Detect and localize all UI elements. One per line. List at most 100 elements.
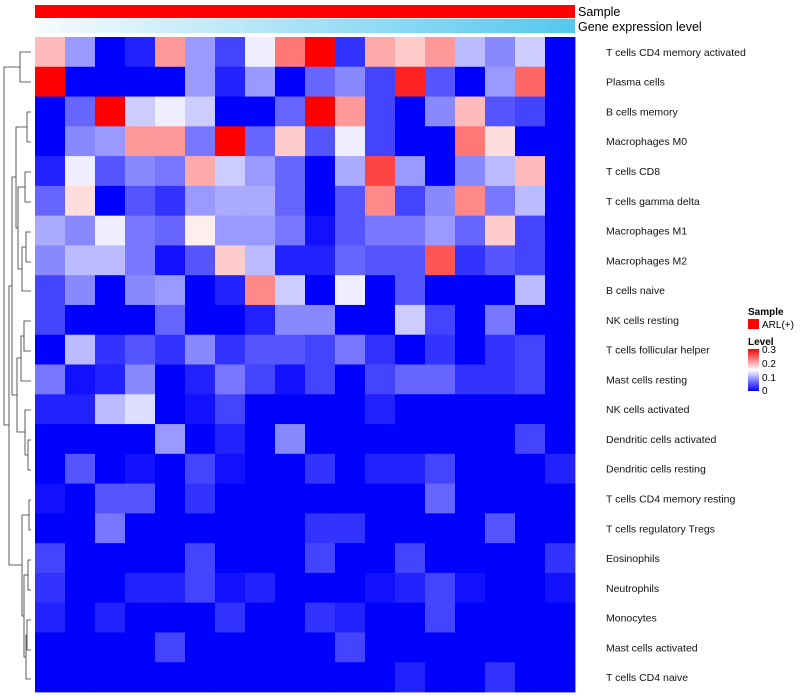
heatmap-cell bbox=[335, 156, 366, 187]
heatmap-cell bbox=[215, 96, 246, 127]
heatmap-cell bbox=[245, 543, 276, 574]
heatmap-cell bbox=[485, 96, 516, 127]
legend-level-title: Level bbox=[748, 337, 774, 348]
sample-annotation-bar bbox=[35, 5, 575, 18]
heatmap-cell bbox=[95, 394, 126, 425]
heatmap-cell bbox=[335, 126, 366, 157]
heatmap-cell bbox=[35, 483, 66, 514]
heatmap-cell bbox=[545, 543, 576, 574]
heatmap-cell bbox=[245, 513, 276, 544]
heatmap-cell bbox=[485, 245, 516, 276]
heatmap-cell bbox=[485, 37, 516, 68]
heatmap-cell bbox=[395, 126, 426, 157]
heatmap-cell bbox=[365, 513, 396, 544]
heatmap-cell bbox=[335, 662, 366, 693]
heatmap-cell bbox=[305, 96, 336, 127]
heatmap-cell bbox=[455, 572, 486, 604]
heatmap-cell bbox=[245, 572, 276, 604]
row-label: Eosinophils bbox=[606, 553, 660, 565]
heatmap-cell bbox=[455, 602, 486, 633]
heatmap-cell bbox=[35, 215, 66, 246]
heatmap-cell bbox=[245, 156, 276, 187]
heatmap-cell bbox=[545, 66, 576, 97]
heatmap-cell bbox=[335, 394, 366, 425]
heatmap-cell bbox=[485, 513, 516, 544]
heatmap-cell bbox=[155, 453, 186, 484]
heatmap-cell bbox=[365, 215, 396, 246]
heatmap-cell bbox=[155, 215, 186, 246]
heatmap-cell bbox=[545, 126, 576, 157]
heatmap-cell bbox=[335, 334, 366, 365]
heatmap-cell bbox=[275, 156, 306, 187]
heatmap-cell bbox=[95, 513, 126, 544]
heatmap-cell bbox=[305, 602, 336, 633]
heatmap-cell bbox=[275, 572, 306, 604]
heatmap-cell bbox=[95, 185, 126, 217]
heatmap-cell bbox=[485, 66, 516, 97]
heatmap-cell bbox=[275, 513, 306, 544]
heatmap-cell bbox=[125, 156, 156, 187]
heatmap-cell bbox=[65, 424, 96, 455]
row-label: B cells naive bbox=[606, 285, 665, 297]
heatmap-cell bbox=[485, 275, 516, 306]
heatmap-cell bbox=[35, 245, 66, 276]
heatmap-cell bbox=[275, 185, 306, 217]
heatmap-cell bbox=[155, 543, 186, 574]
row-label: T cells gamma delta bbox=[606, 196, 700, 208]
heatmap-cell bbox=[35, 66, 66, 97]
heatmap-cell bbox=[545, 37, 576, 68]
heatmap-cell bbox=[185, 513, 216, 544]
heatmap-cell bbox=[125, 185, 156, 217]
heatmap-cell bbox=[515, 513, 546, 544]
heatmap-cell bbox=[425, 453, 456, 484]
heatmap-cell bbox=[395, 275, 426, 306]
heatmap-cell bbox=[245, 66, 276, 97]
heatmap-cell bbox=[485, 453, 516, 484]
heatmap-cell bbox=[335, 275, 366, 306]
heatmap-cell bbox=[335, 572, 366, 604]
heatmap-cell bbox=[155, 126, 186, 157]
heatmap-cell bbox=[395, 96, 426, 127]
heatmap-cell bbox=[155, 483, 186, 514]
legend-level-tick: 0.2 bbox=[762, 359, 776, 370]
heatmap-cell bbox=[455, 632, 486, 663]
heatmap-cell bbox=[155, 602, 186, 633]
heatmap-cell bbox=[215, 185, 246, 217]
heatmap-cell bbox=[395, 572, 426, 604]
heatmap-cell bbox=[545, 602, 576, 633]
heatmap-cell bbox=[125, 543, 156, 574]
heatmap-cell bbox=[425, 364, 456, 395]
heatmap-cell bbox=[305, 483, 336, 514]
row-label: Plasma cells bbox=[606, 77, 665, 89]
heatmap-cell bbox=[65, 364, 96, 395]
heatmap-cell bbox=[95, 662, 126, 693]
heatmap-cell bbox=[545, 215, 576, 246]
heatmap-cell bbox=[365, 37, 396, 68]
heatmap-cell bbox=[155, 572, 186, 604]
row-label: Dendritic cells activated bbox=[606, 434, 716, 446]
heatmap-cell bbox=[455, 37, 486, 68]
row-label: T cells follicular helper bbox=[606, 345, 710, 357]
heatmap-cell bbox=[305, 543, 336, 574]
heatmap-cell bbox=[395, 394, 426, 425]
heatmap-cell bbox=[95, 156, 126, 187]
heatmap-cell bbox=[125, 275, 156, 306]
heatmap-cell bbox=[155, 513, 186, 544]
heatmap-cell bbox=[395, 453, 426, 484]
heatmap-cell bbox=[215, 364, 246, 395]
heatmap-cell bbox=[365, 185, 396, 217]
heatmap-cell bbox=[455, 245, 486, 276]
heatmap-cell bbox=[275, 394, 306, 425]
heatmap-cell bbox=[395, 513, 426, 544]
heatmap-cell bbox=[395, 543, 426, 574]
heatmap-cell bbox=[155, 632, 186, 663]
heatmap-cell bbox=[455, 662, 486, 693]
gene-expression-annotation-label: Gene expression level bbox=[578, 20, 702, 34]
heatmap-cell bbox=[515, 602, 546, 633]
heatmap-cell bbox=[455, 394, 486, 425]
heatmap-cell bbox=[185, 185, 216, 217]
heatmap-cell bbox=[185, 96, 216, 127]
heatmap-cell bbox=[545, 275, 576, 306]
heatmap-cell bbox=[95, 126, 126, 157]
heatmap-cell bbox=[35, 602, 66, 633]
